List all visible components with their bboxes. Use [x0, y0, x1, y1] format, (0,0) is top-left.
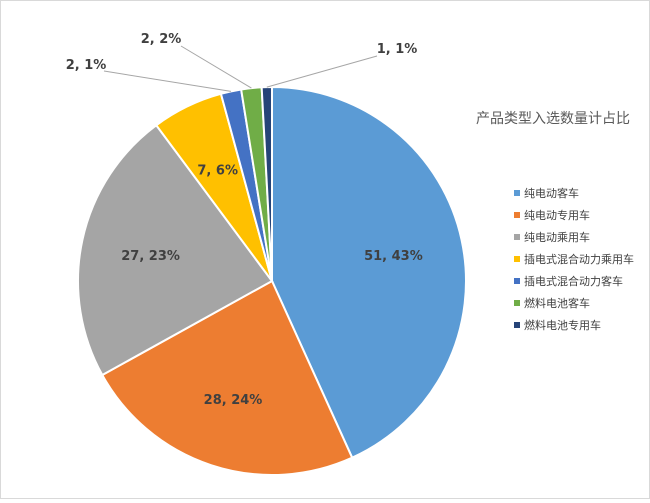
legend-label: 纯电动乘用车	[524, 230, 590, 244]
legend-label: 燃料电池客车	[524, 296, 590, 310]
legend-swatch	[514, 278, 520, 284]
legend-swatch	[514, 300, 520, 306]
pie-slice	[271, 85, 467, 459]
legend-swatch	[514, 322, 520, 328]
legend-label: 纯电动专用车	[524, 208, 590, 222]
legend-label: 燃料电池专用车	[524, 318, 601, 332]
leader-line	[266, 55, 378, 88]
legend-label: 插电式混合动力乘用车	[524, 252, 634, 266]
legend: 纯电动客车纯电动专用车纯电动乘用车插电式混合动力乘用车插电式混合动力客车燃料电池…	[514, 186, 634, 332]
data-label: 7, 6%	[197, 163, 238, 178]
leader-line	[180, 45, 252, 89]
legend-swatch	[514, 190, 520, 196]
leader-line	[103, 70, 232, 92]
pie-slices	[77, 85, 467, 476]
data-label: 27, 23%	[121, 249, 180, 264]
data-labels: 51, 43% 28, 24% 27, 23% 7, 6% 2, 1% 2, 2% 1, 1…	[66, 32, 423, 408]
data-label: 28, 24%	[204, 393, 263, 408]
data-label: 51, 43%	[364, 249, 423, 264]
legend-swatch	[514, 256, 520, 262]
pie-slice	[100, 279, 354, 476]
legend-swatch	[514, 212, 520, 218]
data-label: 1, 1%	[377, 42, 418, 57]
leader-lines	[103, 45, 378, 92]
data-label: 2, 2%	[141, 32, 182, 47]
legend-label: 插电式混合动力客车	[524, 274, 623, 288]
data-label: 2, 1%	[66, 58, 107, 73]
pie-slice	[77, 123, 274, 377]
chart-title: 产品类型入选数量计占比	[476, 111, 630, 127]
legend-swatch	[514, 234, 520, 240]
legend-label: 纯电动客车	[524, 186, 579, 200]
